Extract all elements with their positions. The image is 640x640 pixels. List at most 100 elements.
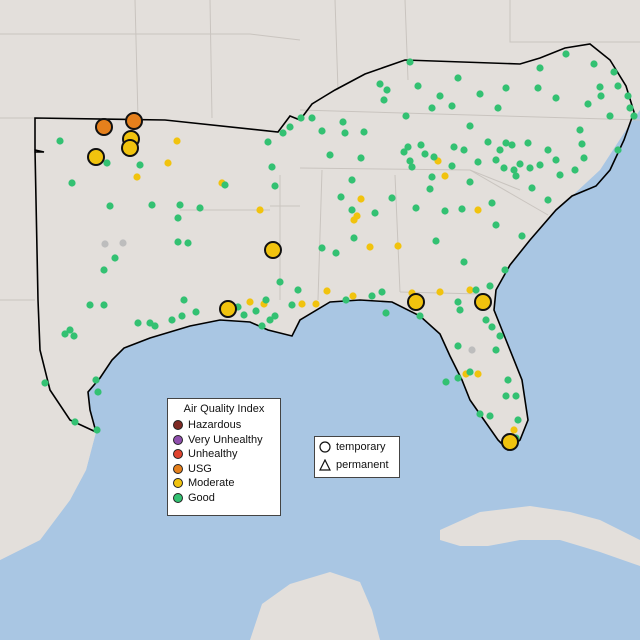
monitor-dot[interactable] xyxy=(119,239,127,247)
monitor-dot[interactable] xyxy=(221,181,229,189)
monitor-dot[interactable] xyxy=(92,376,100,384)
monitor-dot[interactable] xyxy=(544,196,552,204)
temporary-monitor-marker[interactable] xyxy=(87,148,105,166)
monitor-dot[interactable] xyxy=(178,312,186,320)
monitor-dot[interactable] xyxy=(61,330,69,338)
temporary-monitor-marker[interactable] xyxy=(501,433,519,451)
monitor-dot[interactable] xyxy=(288,301,296,309)
monitor-dot[interactable] xyxy=(180,296,188,304)
monitor-dot[interactable] xyxy=(474,370,482,378)
monitor-dot[interactable] xyxy=(341,129,349,137)
monitor-dot[interactable] xyxy=(266,316,274,324)
monitor-dot[interactable] xyxy=(268,163,276,171)
monitor-dot[interactable] xyxy=(476,90,484,98)
monitor-dot[interactable] xyxy=(526,164,534,172)
monitor-dot[interactable] xyxy=(271,312,279,320)
monitor-dot[interactable] xyxy=(279,129,287,137)
monitor-dot[interactable] xyxy=(326,151,334,159)
monitor-dot[interactable] xyxy=(383,86,391,94)
monitor-dot[interactable] xyxy=(360,128,368,136)
monitor-dot[interactable] xyxy=(41,379,49,387)
monitor-dot[interactable] xyxy=(514,416,522,424)
monitor-dot[interactable] xyxy=(357,195,365,203)
monitor-dot[interactable] xyxy=(524,139,532,147)
monitor-dot[interactable] xyxy=(136,161,144,169)
monitor-dot[interactable] xyxy=(584,100,592,108)
monitor-dot[interactable] xyxy=(486,412,494,420)
monitor-dot[interactable] xyxy=(512,172,520,180)
monitor-dot[interactable] xyxy=(486,282,494,290)
monitor-dot[interactable] xyxy=(596,83,604,91)
monitor-dot[interactable] xyxy=(468,346,476,354)
monitor-dot[interactable] xyxy=(466,178,474,186)
monitor-dot[interactable] xyxy=(476,410,484,418)
monitor-dot[interactable] xyxy=(66,326,74,334)
monitor-dot[interactable] xyxy=(416,312,424,320)
monitor-dot[interactable] xyxy=(510,166,518,174)
monitor-dot[interactable] xyxy=(450,143,458,151)
monitor-dot[interactable] xyxy=(318,127,326,135)
monitor-dot[interactable] xyxy=(68,179,76,187)
monitor-dot[interactable] xyxy=(518,232,526,240)
monitor-dot[interactable] xyxy=(337,193,345,201)
monitor-dot[interactable] xyxy=(286,123,294,131)
monitor-dot[interactable] xyxy=(368,292,376,300)
monitor-dot[interactable] xyxy=(460,146,468,154)
monitor-dot[interactable] xyxy=(394,242,402,250)
monitor-dot[interactable] xyxy=(271,182,279,190)
monitor-dot[interactable] xyxy=(482,316,490,324)
monitor-dot[interactable] xyxy=(133,173,141,181)
monitor-dot[interactable] xyxy=(626,104,634,112)
monitor-dot[interactable] xyxy=(339,118,347,126)
monitor-dot[interactable] xyxy=(432,237,440,245)
monitor-dot[interactable] xyxy=(580,154,588,162)
monitor-dot[interactable] xyxy=(544,146,552,154)
monitor-dot[interactable] xyxy=(614,146,622,154)
monitor-dot[interactable] xyxy=(414,82,422,90)
monitor-dot[interactable] xyxy=(512,392,520,400)
monitor-dot[interactable] xyxy=(606,112,614,120)
monitor-dot[interactable] xyxy=(441,172,449,180)
monitor-dot[interactable] xyxy=(380,96,388,104)
monitor-dot[interactable] xyxy=(454,374,462,382)
monitor-dot[interactable] xyxy=(494,104,502,112)
monitor-layer[interactable] xyxy=(41,50,638,451)
monitor-dot[interactable] xyxy=(614,82,622,90)
monitor-dot[interactable] xyxy=(106,202,114,210)
monitor-dot[interactable] xyxy=(571,166,579,174)
monitor-dot[interactable] xyxy=(578,140,586,148)
monitor-dot[interactable] xyxy=(441,207,449,215)
monitor-dot[interactable] xyxy=(196,204,204,212)
monitor-dot[interactable] xyxy=(496,146,504,154)
monitor-dot[interactable] xyxy=(528,184,536,192)
temporary-monitor-marker[interactable] xyxy=(121,139,139,157)
monitor-dot[interactable] xyxy=(488,199,496,207)
monitor-dot[interactable] xyxy=(350,234,358,242)
monitor-dot[interactable] xyxy=(176,201,184,209)
monitor-dot[interactable] xyxy=(630,112,638,120)
monitor-dot[interactable] xyxy=(376,80,384,88)
monitor-dot[interactable] xyxy=(417,141,425,149)
monitor-dot[interactable] xyxy=(101,240,109,248)
monitor-dot[interactable] xyxy=(624,92,632,100)
temporary-monitor-marker[interactable] xyxy=(95,118,113,136)
monitor-dot[interactable] xyxy=(388,194,396,202)
monitor-dot[interactable] xyxy=(174,214,182,222)
monitor-dot[interactable] xyxy=(426,185,434,193)
monitor-dot[interactable] xyxy=(256,206,264,214)
monitor-dot[interactable] xyxy=(100,266,108,274)
monitor-dot[interactable] xyxy=(430,153,438,161)
monitor-dot[interactable] xyxy=(297,114,305,122)
monitor-dot[interactable] xyxy=(264,138,272,146)
monitor-dot[interactable] xyxy=(406,157,414,165)
monitor-dot[interactable] xyxy=(428,173,436,181)
monitor-dot[interactable] xyxy=(298,300,306,308)
monitor-dot[interactable] xyxy=(454,298,462,306)
monitor-dot[interactable] xyxy=(408,163,416,171)
monitor-dot[interactable] xyxy=(448,162,456,170)
monitor-dot[interactable] xyxy=(70,332,78,340)
monitor-dot[interactable] xyxy=(323,287,331,295)
monitor-dot[interactable] xyxy=(174,238,182,246)
monitor-dot[interactable] xyxy=(240,311,248,319)
monitor-dot[interactable] xyxy=(100,301,108,309)
